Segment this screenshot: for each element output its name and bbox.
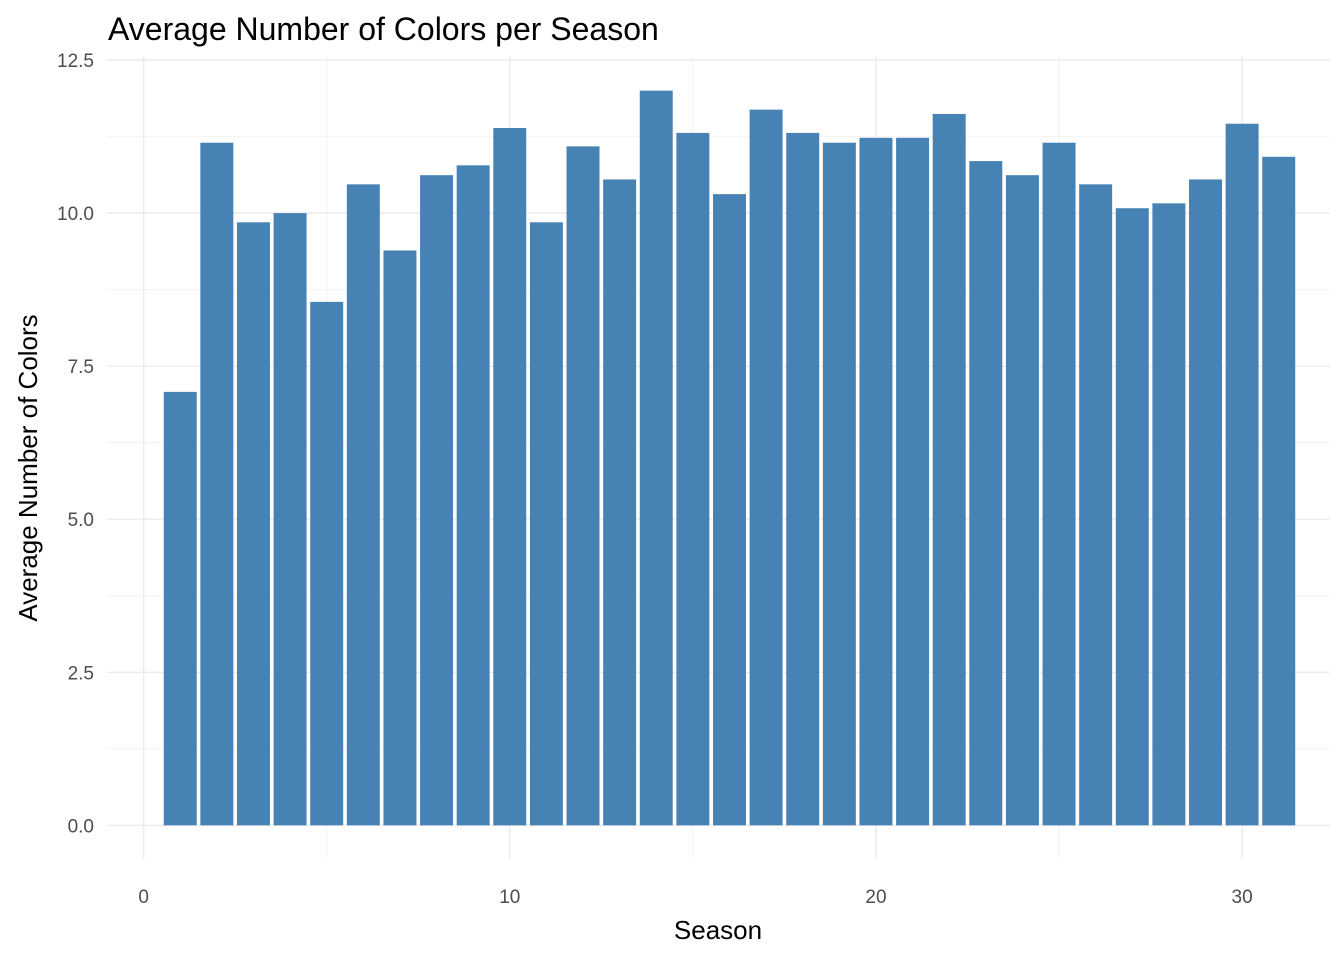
bar-season-19 xyxy=(822,142,856,826)
bar-season-28 xyxy=(1152,203,1186,826)
bar-season-21 xyxy=(896,137,930,826)
y-tick-label: 10.0 xyxy=(57,204,94,225)
y-axis-title: Average Number of Colors xyxy=(13,314,43,621)
bar-season-30 xyxy=(1225,123,1259,826)
bar-season-14 xyxy=(639,90,673,826)
bar-season-26 xyxy=(1079,184,1113,826)
bar-season-7 xyxy=(383,250,417,826)
y-tick-label: 5.0 xyxy=(68,510,94,531)
bar-season-2 xyxy=(200,142,234,826)
bar-season-11 xyxy=(529,222,563,826)
y-tick-label: 0.0 xyxy=(68,816,94,837)
x-axis-tick-labels: 0 10 20 30 xyxy=(138,887,1252,908)
bar-season-10 xyxy=(493,128,527,826)
bar-season-23 xyxy=(969,161,1003,826)
bar-season-12 xyxy=(566,146,600,826)
bar-season-4 xyxy=(273,213,307,826)
x-tick-label: 20 xyxy=(865,887,886,908)
x-tick-label: 10 xyxy=(499,887,520,908)
bar-season-16 xyxy=(713,194,746,826)
bar-season-8 xyxy=(420,175,454,826)
bar-season-22 xyxy=(932,113,966,826)
bar-season-25 xyxy=(1042,142,1076,826)
bar-season-27 xyxy=(1115,208,1149,826)
bar-season-17 xyxy=(749,109,783,826)
bar-season-18 xyxy=(786,132,820,826)
chart-title: Average Number of Colors per Season xyxy=(108,11,659,47)
bar-season-6 xyxy=(346,184,380,826)
bar-season-15 xyxy=(676,132,710,826)
y-axis-tick-labels: 0.0 2.5 5.0 7.5 10.0 12.5 xyxy=(57,51,94,837)
bar-season-13 xyxy=(603,179,637,826)
bar-season-24 xyxy=(1005,175,1039,826)
bar-season-29 xyxy=(1189,179,1222,826)
bar-season-3 xyxy=(236,222,270,826)
bar-season-31 xyxy=(1262,156,1296,826)
bar-season-1 xyxy=(163,391,197,826)
x-axis-title: Season xyxy=(674,915,762,945)
y-tick-label: 2.5 xyxy=(68,663,94,684)
bar-season-20 xyxy=(859,137,893,826)
bar-season-9 xyxy=(456,165,490,826)
x-tick-label: 30 xyxy=(1232,887,1253,908)
bar-season-5 xyxy=(310,301,344,826)
y-tick-label: 12.5 xyxy=(57,51,94,72)
bars xyxy=(163,90,1296,826)
y-tick-label: 7.5 xyxy=(68,357,94,378)
x-tick-label: 0 xyxy=(138,887,149,908)
